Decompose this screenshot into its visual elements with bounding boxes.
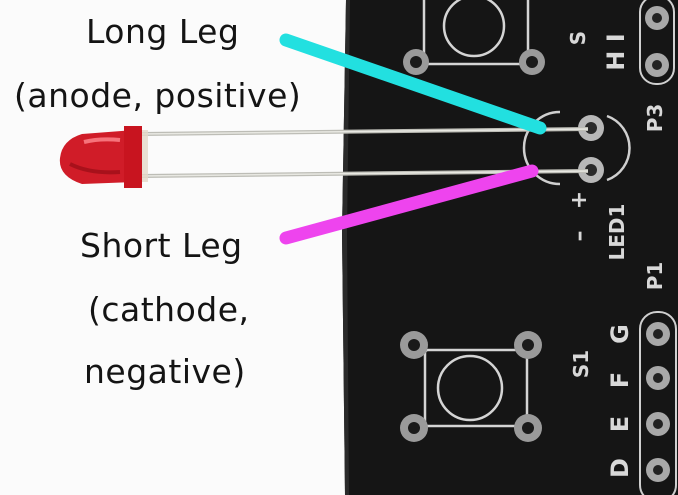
long-leg-title: Long Leg (86, 12, 240, 51)
silk-p3: P3 (643, 104, 667, 133)
silk-h-i: H I (602, 33, 630, 70)
silk-led1: LED1 (605, 204, 629, 261)
anode-pointer-line (279, 33, 547, 135)
red-led (59, 126, 148, 188)
push-button-top (403, 0, 545, 75)
header-pins-bottom (639, 311, 677, 495)
short-leg-detail-2: negative) (84, 352, 246, 391)
silk-minus: – (567, 231, 592, 242)
silk-p1: P1 (643, 262, 667, 291)
silk-g: G (606, 324, 634, 344)
long-leg-detail: (anode, positive) (14, 76, 302, 115)
silk-s1: S1 (569, 350, 593, 378)
led1-footprint (522, 110, 631, 186)
silk-plus: + (567, 191, 592, 209)
short-leg-detail-1: (cathode, (88, 290, 250, 329)
silk-f: F (606, 372, 634, 388)
silk-d: D (606, 458, 634, 478)
cathode-pointer-line (279, 164, 539, 245)
board-edge (342, 0, 350, 495)
silk-s-top: S (566, 31, 590, 45)
header-pins-top (639, 0, 675, 85)
short-leg-title: Short Leg (80, 226, 243, 265)
silk-e: E (606, 416, 634, 432)
push-button-s1 (400, 331, 542, 442)
